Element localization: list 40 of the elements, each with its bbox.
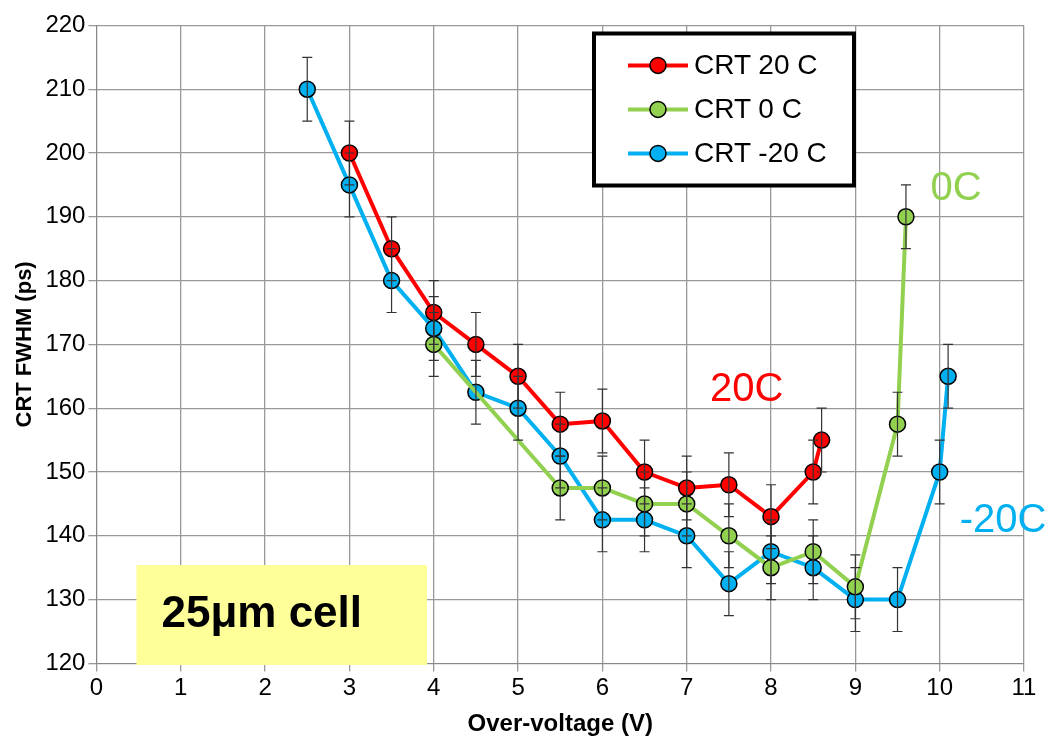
x-axis-title: Over-voltage (V) <box>467 709 653 737</box>
x-tick-label: 8 <box>764 673 778 701</box>
annotation: 25μm cell <box>161 587 363 637</box>
y-tick-label: 140 <box>45 520 86 548</box>
x-tick-label: 6 <box>595 673 610 701</box>
y-tick-label: 200 <box>45 137 86 165</box>
x-tick-label: 0 <box>89 673 104 701</box>
legend-label: CRT 0 C <box>694 93 802 125</box>
x-tick-label: 2 <box>258 673 272 701</box>
x-tick-label: 3 <box>342 673 357 701</box>
point <box>846 578 865 596</box>
point <box>298 80 316 98</box>
y-tick-label: 190 <box>45 201 86 229</box>
point <box>804 558 822 577</box>
legend-label: CRT 20 C <box>694 49 818 81</box>
y-tick-label: 160 <box>45 392 86 420</box>
point <box>804 543 822 561</box>
point <box>888 415 907 433</box>
x-tick-label: 10 <box>926 673 954 701</box>
x-tick-label: 9 <box>848 673 863 701</box>
legend-label: CRT -20 C <box>694 137 827 169</box>
y-tick-label: 220 <box>45 10 86 38</box>
x-tick-label: 4 <box>427 673 441 701</box>
y-tick-label: 150 <box>45 456 86 484</box>
y-tick-label: 180 <box>45 265 86 293</box>
point <box>593 412 612 430</box>
point <box>930 463 949 481</box>
y-axis-title: CRT FWHM (ps) <box>11 261 37 428</box>
annotation: -20C <box>959 496 1047 541</box>
point <box>888 590 907 609</box>
annotation: 20C <box>709 365 784 410</box>
x-tick-label: 5 <box>511 673 525 701</box>
y-tick-label: 210 <box>45 73 86 101</box>
y-tick-label: 130 <box>45 584 86 612</box>
point <box>677 479 696 497</box>
x-tick-label: 1 <box>174 673 188 701</box>
x-tick-label: 7 <box>680 673 694 701</box>
y-tick-label: 120 <box>45 648 86 676</box>
x-tick-label: 11 <box>1011 673 1037 701</box>
y-tick-label: 170 <box>45 329 86 357</box>
